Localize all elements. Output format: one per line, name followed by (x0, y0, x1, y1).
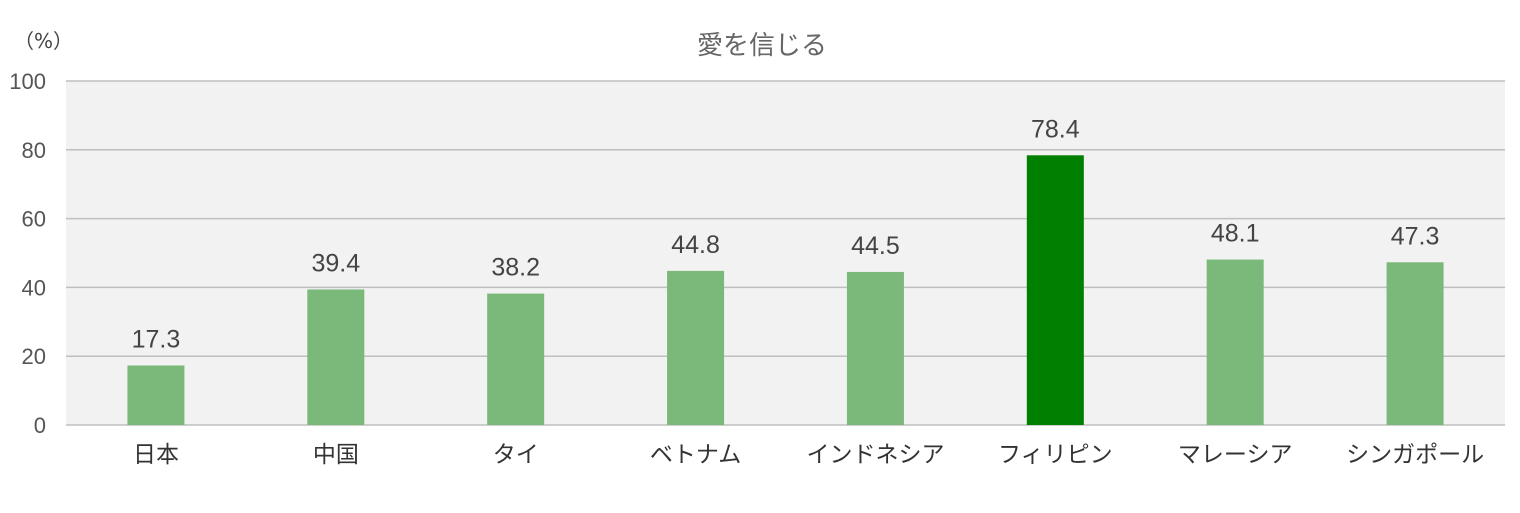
plot-area (66, 81, 1505, 425)
bar (307, 289, 365, 425)
bar (1026, 155, 1084, 425)
chart-title: 愛を信じる (697, 31, 827, 61)
bar (667, 270, 725, 425)
data-labels: 17.3 39.4 38.2 44.8 44.5 78.4 48.1 47.3 (132, 115, 1440, 353)
gridlines (66, 80, 1505, 426)
x-tick-label: 中国 (313, 442, 359, 468)
bar (127, 365, 185, 425)
data-label: 44.8 (671, 231, 720, 259)
y-tick-label: 100 (9, 69, 46, 94)
bar (846, 271, 904, 425)
data-label: 48.1 (1211, 220, 1260, 248)
x-tick-label: ベトナム (650, 442, 741, 468)
x-tick-label: タイ (493, 442, 539, 468)
x-tick-label: マレーシア (1178, 442, 1293, 468)
y-axis: 0 20 40 60 80 100 (9, 69, 46, 438)
bars (127, 155, 1444, 425)
data-label: 44.5 (851, 232, 900, 260)
x-tick-label: シンガポール (1346, 442, 1484, 468)
x-tick-label: インドネシア (806, 442, 944, 468)
x-tick-label: 日本 (133, 442, 179, 468)
data-label: 78.4 (1031, 115, 1080, 143)
y-tick-label: 60 (22, 207, 46, 232)
y-tick-label: 80 (22, 138, 46, 163)
bar (1206, 259, 1264, 425)
y-tick-label: 40 (22, 275, 46, 300)
data-label: 17.3 (132, 325, 181, 353)
data-label: 38.2 (491, 254, 540, 282)
bar (1386, 262, 1444, 425)
data-label: 47.3 (1391, 222, 1440, 250)
data-label: 39.4 (311, 249, 360, 277)
y-tick-label: 20 (22, 344, 46, 369)
x-tick-label: フィリピン (998, 442, 1113, 468)
x-axis: 日本 中国 タイ ベトナム インドネシア フィリピン マレーシア シンガポール (133, 442, 1484, 468)
bar (487, 293, 545, 425)
y-axis-unit-label: （%） (14, 29, 73, 53)
y-tick-label: 0 (34, 413, 46, 438)
